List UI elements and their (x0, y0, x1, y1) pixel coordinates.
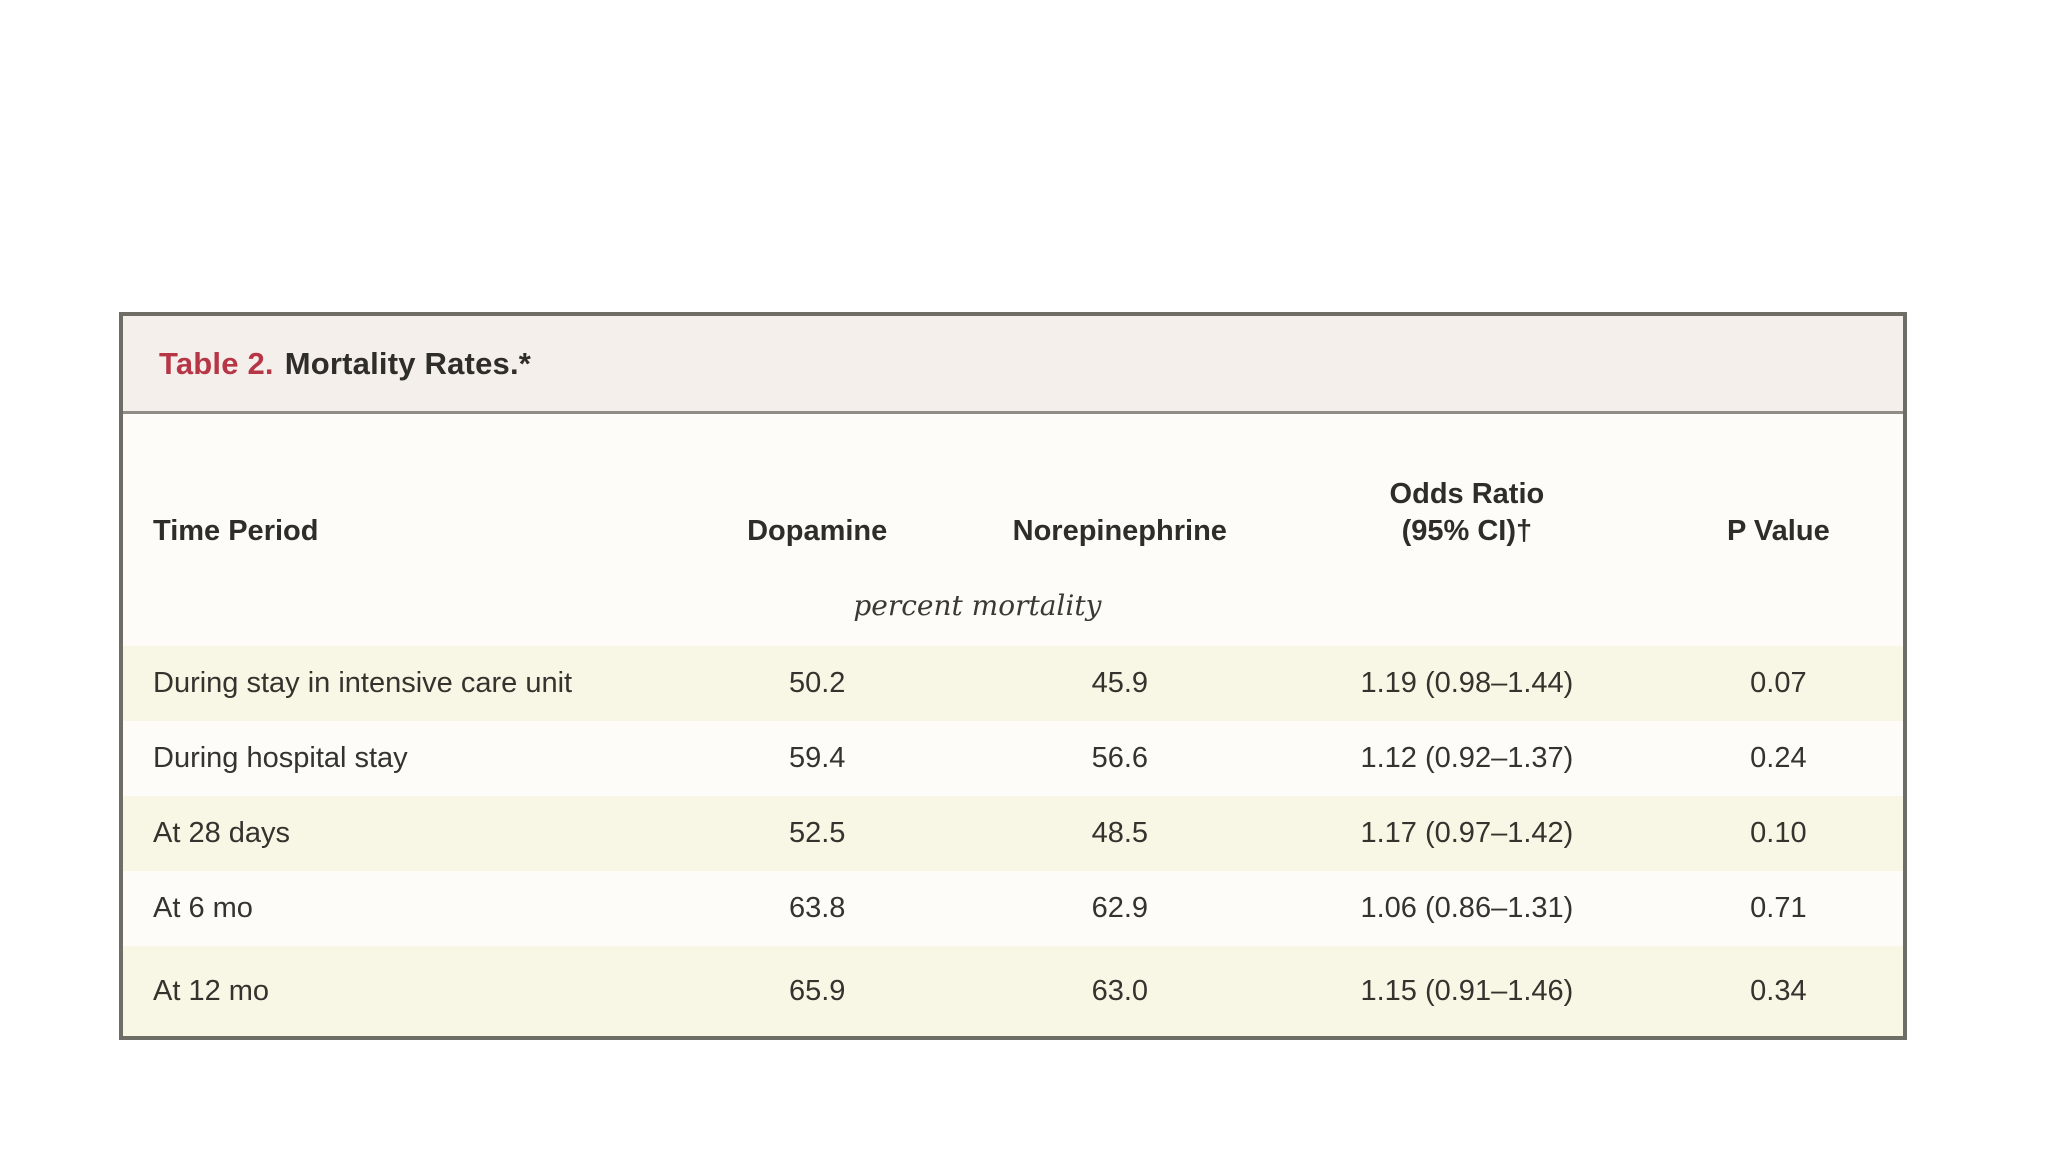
cell-odds-ratio: 1.06 (0.86–1.31) (1360, 892, 1574, 924)
table-row: At 28 days 52.5 48.5 1.17 (0.97–1.42) 0.… (123, 796, 1903, 871)
table-row: At 6 mo 63.8 62.9 1.06 (0.86–1.31) 0.71 (123, 871, 1903, 946)
table-row: At 12 mo 65.9 63.0 1.15 (0.91–1.46) 0.34 (123, 946, 1903, 1036)
column-header-norepinephrine: Norepinephrine (1012, 514, 1227, 547)
table-title-bar: Table 2. Mortality Rates.* (123, 316, 1903, 414)
column-header-p-value: P Value (1727, 514, 1830, 547)
cell-p-value: 0.07 (1750, 667, 1807, 699)
cell-dopamine: 63.8 (788, 892, 846, 924)
cell-norepinephrine: 48.5 (1091, 817, 1149, 849)
cell-time-period: During hospital stay (153, 742, 408, 774)
cell-odds-ratio: 1.19 (0.98–1.44) (1360, 667, 1574, 699)
cell-norepinephrine: 62.9 (1091, 892, 1149, 924)
table-row: During hospital stay 59.4 56.6 1.12 (0.9… (123, 721, 1903, 796)
table-row: During stay in intensive care unit 50.2 … (123, 646, 1903, 721)
cell-time-period: At 12 mo (153, 974, 270, 1007)
column-header-odds-ratio: Odds Ratio (95% CI)† (1280, 476, 1654, 550)
cell-norepinephrine: 63.0 (1091, 974, 1149, 1007)
cell-time-period: At 28 days (153, 817, 291, 849)
mortality-rates-table: Table 2. Mortality Rates.* Time Period D… (119, 312, 1907, 1040)
cell-p-value: 0.10 (1750, 817, 1807, 849)
cell-dopamine: 59.4 (788, 742, 846, 774)
cell-time-period: During stay in intensive care unit (153, 667, 573, 699)
units-subheader: percent mortality (853, 588, 1102, 622)
table-number-label: Table 2. (159, 345, 274, 381)
cell-odds-ratio: 1.15 (0.91–1.46) (1360, 974, 1574, 1007)
cell-dopamine: 65.9 (788, 974, 846, 1007)
cell-odds-ratio: 1.12 (0.92–1.37) (1360, 742, 1574, 774)
table-title: Mortality Rates.* (284, 345, 532, 381)
cell-p-value: 0.34 (1750, 974, 1807, 1007)
cell-p-value: 0.24 (1750, 742, 1807, 774)
cell-p-value: 0.71 (1750, 892, 1807, 924)
cell-time-period: At 6 mo (153, 892, 253, 924)
cell-dopamine: 50.2 (788, 667, 846, 699)
table-header-row: Time Period Dopamine Norepinephrine Odds… (123, 414, 1903, 564)
column-header-dopamine: Dopamine (747, 514, 888, 547)
cell-odds-ratio: 1.17 (0.97–1.42) (1360, 817, 1574, 849)
cell-norepinephrine: 45.9 (1091, 667, 1149, 699)
odds-ratio-line1: Odds Ratio (1389, 477, 1545, 510)
units-subheader-row: percent mortality (123, 564, 1903, 646)
cell-norepinephrine: 56.6 (1091, 742, 1149, 774)
table-body: During stay in intensive care unit 50.2 … (123, 646, 1903, 1036)
column-header-time-period: Time Period (153, 514, 319, 547)
odds-ratio-line2: (95% CI)† (1401, 514, 1533, 547)
cell-dopamine: 52.5 (788, 817, 846, 849)
